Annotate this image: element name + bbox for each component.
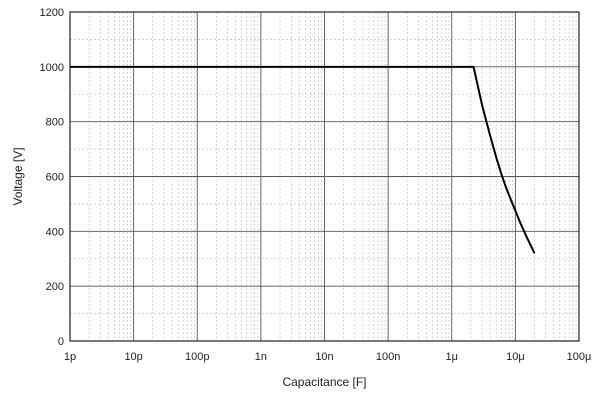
y-tick-label: 200 — [46, 281, 64, 293]
x-tick-label: 1p — [64, 351, 76, 363]
grid-lines — [69, 11, 580, 342]
y-tick-label: 1200 — [40, 7, 64, 19]
x-tick-label: 10μ — [506, 351, 525, 363]
x-tick-label: 100p — [185, 351, 209, 363]
x-tick-label: 100n — [376, 351, 400, 363]
x-tick-label: 1n — [255, 351, 267, 363]
x-tick-label: 10n — [315, 351, 333, 363]
x-tick-label: 10p — [124, 351, 142, 363]
y-tick-label: 600 — [46, 172, 64, 184]
y-tick-label: 800 — [46, 117, 64, 129]
x-axis-label: Capacitance [F] — [282, 375, 366, 389]
y-tick-label: 400 — [46, 226, 64, 238]
y-tick-label: 0 — [58, 336, 64, 348]
x-tick-labels: 1p 10p 100p 1n 10n 100n 1μ 10μ 100μ — [64, 351, 591, 363]
y-axis-label: Voltage [V] — [11, 147, 25, 205]
series-layer — [70, 65, 536, 254]
x-tick-label: 1μ — [446, 351, 458, 363]
y-tick-labels: 0 200 400 600 800 1000 1200 — [40, 7, 64, 348]
y-tick-label: 1000 — [40, 62, 64, 74]
plot-frame — [69, 11, 580, 342]
series-line-0 — [70, 65, 536, 254]
x-tick-label: 100μ — [567, 351, 592, 363]
